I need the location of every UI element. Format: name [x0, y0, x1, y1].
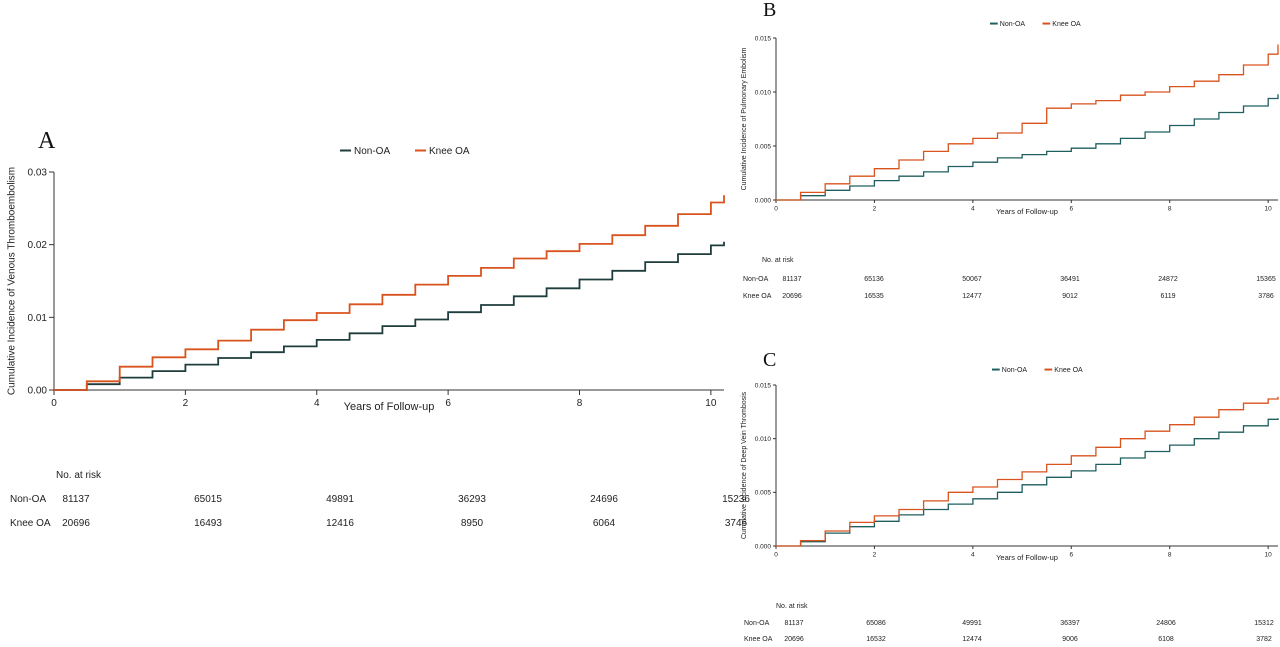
- legend-label: Non-OA: [354, 146, 390, 157]
- x-tick-label: 10: [1265, 552, 1273, 559]
- risk-value: 15236: [722, 494, 750, 505]
- y-tick-label: 0.00: [28, 386, 48, 397]
- risk-value: 9012: [1062, 293, 1078, 300]
- series-line: [776, 44, 1279, 201]
- risk-value: 3782: [1256, 636, 1272, 643]
- risk-table-title: No. at risk: [56, 470, 102, 481]
- x-tick-label: 2: [183, 398, 189, 409]
- x-tick-label: 8: [577, 398, 583, 409]
- y-tick-label: 0.000: [755, 543, 772, 550]
- panel-letter: A: [38, 128, 56, 154]
- risk-value: 16493: [194, 518, 222, 529]
- y-tick-label: 0.005: [755, 490, 772, 497]
- x-tick-label: 2: [873, 552, 877, 559]
- x-axis-label: Years of Follow-up: [996, 207, 1058, 216]
- legend-label: Knee OA: [1054, 367, 1083, 374]
- y-axis-label: Cumulative Incidence of Pulmonary Emboli…: [741, 47, 748, 190]
- panel-letter: B: [763, 0, 776, 21]
- series-line: [776, 94, 1279, 201]
- risk-table-title: No. at risk: [776, 603, 808, 610]
- legend-label: Knee OA: [429, 146, 470, 157]
- risk-value: 6064: [593, 518, 616, 529]
- legend-label: Non-OA: [1002, 367, 1028, 374]
- risk-value: 3786: [1258, 293, 1274, 300]
- risk-value: 65136: [864, 276, 884, 283]
- x-tick-label: 10: [705, 398, 717, 409]
- x-axis-label: Years of Follow-up: [996, 553, 1058, 562]
- panel-letter: C: [763, 349, 776, 371]
- risk-value: 6119: [1160, 293, 1175, 300]
- risk-value: 50067: [962, 276, 982, 283]
- x-tick-label: 6: [1069, 206, 1073, 213]
- x-tick-label: 10: [1265, 206, 1273, 213]
- risk-table-title: No. at risk: [762, 257, 794, 264]
- y-tick-label: 0.000: [755, 197, 772, 204]
- risk-value: 8950: [461, 518, 484, 529]
- series-line: [54, 241, 725, 391]
- series-line: [776, 418, 1279, 547]
- risk-value: 24872: [1158, 276, 1178, 283]
- series-line: [776, 396, 1279, 547]
- x-tick-label: 6: [445, 398, 451, 409]
- risk-value: 24806: [1156, 620, 1176, 627]
- risk-row-label: Non-OA: [743, 276, 769, 283]
- risk-value: 49891: [326, 494, 354, 505]
- legend-label: Knee OA: [1052, 21, 1081, 28]
- x-tick-label: 4: [971, 552, 975, 559]
- risk-value: 16532: [866, 636, 886, 643]
- risk-value: 36491: [1060, 276, 1080, 283]
- risk-row-label: Non-OA: [744, 620, 770, 627]
- y-tick-label: 0.03: [28, 168, 48, 179]
- risk-value: 36293: [458, 494, 486, 505]
- risk-value: 12477: [962, 293, 982, 300]
- risk-value: 3746: [725, 518, 748, 529]
- x-tick-label: 8: [1168, 552, 1172, 559]
- y-tick-label: 0.02: [28, 240, 48, 251]
- y-axis-label: Cumulative Incidence of Deep Vein Thromb…: [741, 391, 748, 539]
- x-tick-label: 2: [873, 206, 877, 213]
- risk-row-label: Knee OA: [743, 293, 772, 300]
- x-tick-label: 0: [51, 398, 57, 409]
- legend-label: Non-OA: [1000, 21, 1026, 28]
- risk-value: 16535: [864, 293, 884, 300]
- x-tick-label: 4: [314, 398, 320, 409]
- series-line: [54, 195, 725, 391]
- risk-value: 20696: [782, 293, 802, 300]
- risk-value: 20696: [784, 636, 804, 643]
- x-tick-label: 0: [774, 552, 778, 559]
- risk-value: 6108: [1158, 636, 1174, 643]
- x-tick-label: 6: [1069, 552, 1073, 559]
- x-axis-label: Years of Follow-up: [344, 401, 435, 413]
- y-tick-label: 0.01: [28, 313, 48, 324]
- risk-value: 81137: [785, 620, 804, 627]
- x-tick-label: 4: [971, 206, 975, 213]
- y-tick-label: 0.005: [755, 143, 772, 150]
- risk-value: 81137: [62, 494, 90, 505]
- y-tick-label: 0.010: [755, 436, 772, 443]
- risk-value: 15365: [1256, 276, 1276, 283]
- y-axis-label: Cumulative Incidence of Venous Thromboem…: [6, 167, 17, 395]
- risk-value: 49991: [962, 620, 982, 627]
- risk-value: 15312: [1254, 620, 1274, 627]
- risk-value: 12416: [326, 518, 354, 529]
- risk-value: 81137: [783, 276, 802, 283]
- risk-value: 12474: [962, 636, 982, 643]
- risk-row-label: Knee OA: [10, 518, 51, 529]
- y-tick-label: 0.015: [755, 382, 772, 389]
- risk-value: 20696: [62, 518, 90, 529]
- y-tick-label: 0.010: [755, 89, 772, 96]
- risk-value: 24696: [590, 494, 618, 505]
- risk-row-label: Non-OA: [10, 494, 46, 505]
- risk-value: 36397: [1060, 620, 1080, 627]
- risk-value: 9006: [1062, 636, 1078, 643]
- x-tick-label: 0: [774, 206, 778, 213]
- y-tick-label: 0.015: [755, 35, 772, 42]
- risk-value: 65086: [866, 620, 886, 627]
- risk-value: 65015: [194, 494, 222, 505]
- x-tick-label: 8: [1168, 206, 1172, 213]
- risk-row-label: Knee OA: [744, 636, 773, 643]
